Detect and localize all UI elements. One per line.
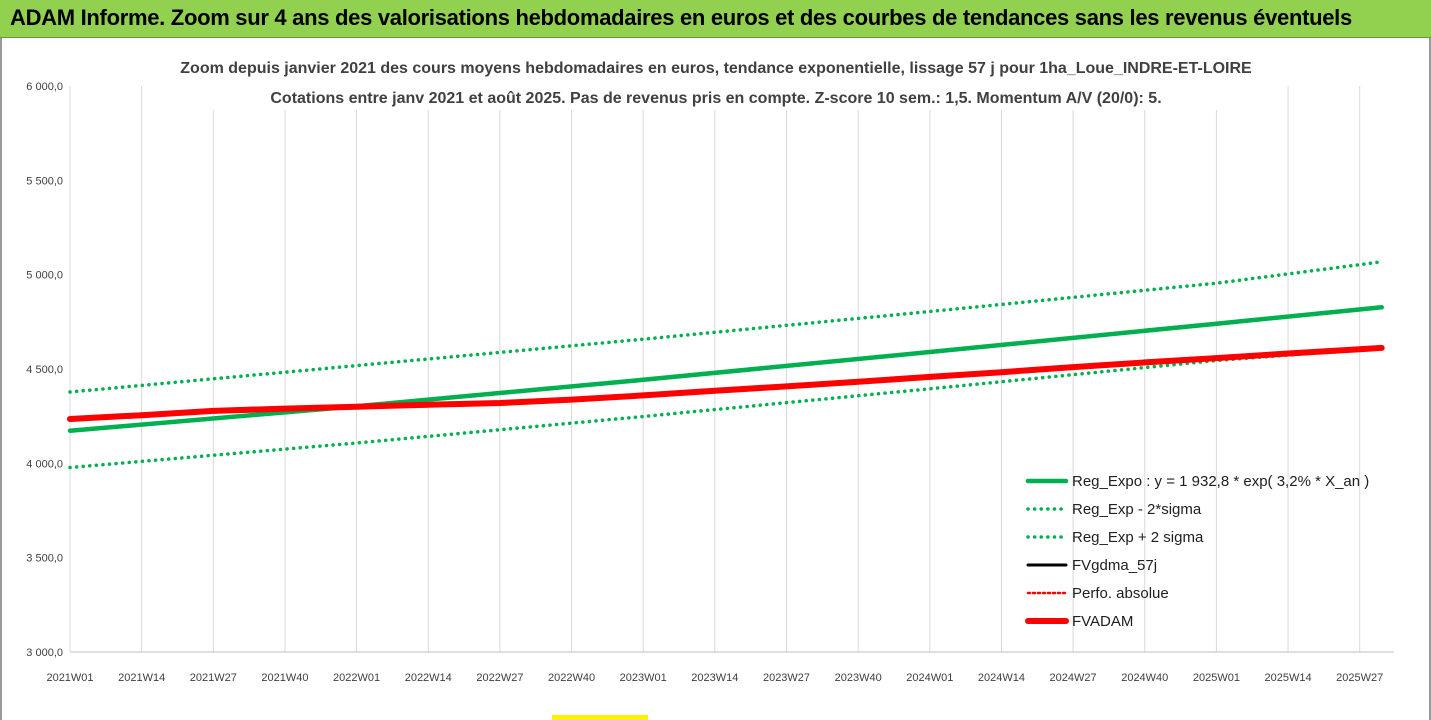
sheet-tab-marker	[552, 715, 648, 720]
chart-title: Zoom depuis janvier 2021 des cours moyen…	[180, 60, 1252, 77]
x-tick-label: 2024W01	[906, 672, 953, 684]
series-line-2	[68, 260, 1384, 394]
y-tick-label: 4 000,0	[26, 458, 63, 470]
y-tick-label: 3 000,0	[26, 647, 63, 659]
legend-label: FVADAM	[1072, 613, 1133, 630]
x-tick-label: 2025W27	[1336, 672, 1383, 684]
series-line-1	[68, 346, 1384, 470]
x-tick-label: 2022W14	[405, 672, 452, 684]
x-tick-label: 2023W01	[620, 672, 667, 684]
y-tick-label: 5 500,0	[26, 175, 63, 187]
x-tick-label: 2021W14	[118, 672, 165, 684]
x-tick-label: 2024W14	[978, 672, 1025, 684]
legend-label: FVgdma_57j	[1072, 557, 1157, 574]
y-tick-label: 3 500,0	[26, 553, 63, 565]
x-tick-label: 2022W40	[548, 672, 595, 684]
y-tick-label: 5 000,0	[26, 270, 63, 282]
x-tick-label: 2023W14	[691, 672, 738, 684]
series-line-0	[67, 305, 1384, 433]
x-tick-label: 2024W27	[1050, 672, 1097, 684]
x-tick-label: 2025W14	[1265, 672, 1312, 684]
grid	[69, 86, 1361, 652]
x-tick-label: 2022W01	[333, 672, 380, 684]
report-title: ADAM Informe. Zoom sur 4 ans des valoris…	[10, 5, 1352, 30]
title-box	[176, 54, 1256, 110]
x-tick-label: 2021W27	[190, 672, 237, 684]
axes: 2021W01 2021W14 2021W27 2021W40 2022W01 2022W…	[26, 81, 1394, 684]
x-tick-label: 2022W27	[476, 672, 523, 684]
legend-label: Reg_Expo : y = 1 932,8 * exp( 3,2% * X_a…	[1072, 473, 1369, 490]
x-tick-label: 2024W40	[1121, 672, 1168, 684]
x-tick-label: 2023W27	[763, 672, 810, 684]
series-line-5	[67, 344, 1385, 422]
legend-label: Reg_Exp - 2*sigma	[1072, 501, 1202, 518]
chart-frame	[0, 38, 1431, 720]
chart-subtitle: Cotations entre janv 2021 et août 2025. …	[270, 90, 1161, 107]
y-tick-label: 4 500,0	[26, 364, 63, 376]
report-banner: ADAM Informe. Zoom sur 4 ans des valoris…	[0, 0, 1431, 38]
y-tick-label: 6 000,0	[26, 81, 63, 93]
plot-area	[67, 260, 1385, 470]
x-tick-label: 2021W40	[261, 672, 308, 684]
legend: Reg_Expo : y = 1 932,8 * exp( 3,2% * X_a…	[1025, 473, 1369, 630]
legend-label: Perfo. absolue	[1072, 585, 1169, 602]
x-tick-label: 2021W01	[46, 672, 93, 684]
x-tick-label: 2023W40	[835, 672, 882, 684]
x-tick-label: 2025W01	[1193, 672, 1240, 684]
legend-label: Reg_Exp + 2 sigma	[1072, 529, 1204, 546]
